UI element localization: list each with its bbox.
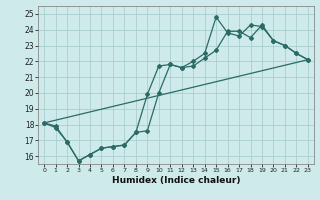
X-axis label: Humidex (Indice chaleur): Humidex (Indice chaleur) (112, 176, 240, 185)
